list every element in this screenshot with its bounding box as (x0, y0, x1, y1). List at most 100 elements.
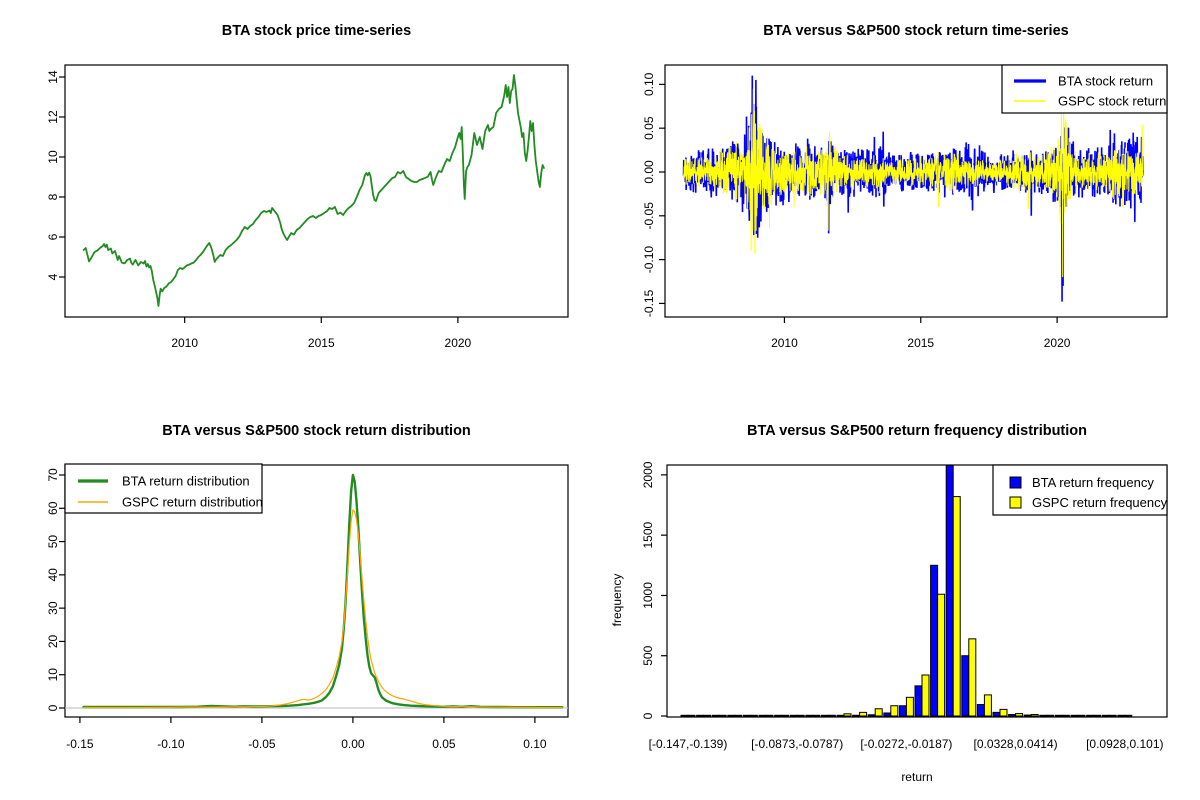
hist-bar-gspc (1061, 714, 1070, 717)
hist-bar-gspc (1030, 714, 1039, 717)
x-tick-label: 0.00 (341, 737, 365, 751)
y-tick-label: 4 (46, 273, 60, 280)
histogram-chart-title: BTA versus S&P500 return frequency distr… (746, 423, 1088, 439)
hist-bar-bta (742, 714, 751, 717)
hist-bar-gspc (968, 638, 977, 717)
y-tick-label: 2000 (641, 461, 655, 488)
y-tick-label: 6 (46, 233, 60, 240)
plot-box (666, 464, 1168, 718)
y-tick-label: 1500 (641, 521, 655, 548)
legend-box (64, 463, 263, 514)
hist-x-tick-label: [0.0328,0.0414) (974, 737, 1058, 751)
hist-bar-gspc (905, 696, 914, 717)
hist-bar-gspc (1124, 714, 1133, 717)
y-tick-label: 10 (46, 668, 60, 682)
x-tick-label: -0.05 (248, 737, 276, 751)
hist-bar-bta (1086, 714, 1095, 717)
density-series-gspc (82, 509, 563, 709)
hist-bar-bta (680, 714, 689, 717)
hist-bar-bta (711, 714, 720, 717)
hist-bar-gspc (827, 714, 836, 717)
x-tick-label: 2020 (445, 336, 472, 350)
legend-swatch (1009, 476, 1022, 489)
hist-bar-gspc (999, 708, 1008, 717)
hist-bar-gspc (749, 714, 758, 717)
y-tick-label: 0.10 (642, 72, 656, 96)
hist-bar-bta (1054, 714, 1063, 717)
hist-bar-bta (976, 704, 985, 717)
hist-bar-gspc (687, 714, 696, 717)
hist-bar-gspc (781, 714, 790, 717)
return-series-gspc (683, 88, 1144, 278)
x-tick-label: 0.10 (523, 737, 547, 751)
hist-bar-bta (898, 705, 907, 717)
hist-bar-bta (727, 714, 736, 717)
x-tick-label: 2010 (171, 336, 198, 350)
y-tick-label: 1000 (641, 582, 655, 609)
y-tick-label: 40 (46, 568, 60, 582)
plot-box (64, 464, 569, 718)
hist-bar-bta (1070, 714, 1079, 717)
y-tick-label: 70 (46, 468, 60, 482)
legend-box (992, 464, 1168, 516)
y-tick-label: 0 (641, 712, 655, 719)
hist-bar-bta (758, 714, 767, 717)
hist-x-tick-label: [-0.147,-0.139) (649, 737, 728, 751)
legend-label: GSPC return frequency (1032, 495, 1168, 510)
hist-bar-gspc (1015, 713, 1024, 717)
legend-label: GSPC stock return (1058, 94, 1166, 109)
hist-bar-gspc (921, 674, 930, 717)
legend-swatch (1009, 496, 1022, 509)
hist-bar-bta (820, 714, 829, 717)
hist-bar-bta (1023, 714, 1032, 717)
price-chart-title: BTA stock price time-series (221, 23, 412, 39)
hist-bar-gspc (890, 705, 899, 717)
hist-bar-gspc (765, 714, 774, 717)
returns-chart-title: BTA versus S&P500 stock return time-seri… (763, 23, 1069, 39)
hist-bar-bta (961, 655, 970, 717)
y-tick-label: 12 (46, 110, 60, 124)
x-tick-label: 2020 (1044, 336, 1071, 350)
x-tick-label: -0.10 (157, 737, 185, 751)
hist-bar-bta (867, 714, 876, 717)
y-tick-label: -0.05 (642, 202, 656, 230)
hist-x-tick-label: [0.0928,0.101) (1086, 737, 1163, 751)
hist-bar-gspc (812, 714, 821, 717)
hist-bar-bta (836, 714, 845, 717)
y-tick-label: 0.00 (642, 160, 656, 184)
x-axis-label: return (901, 770, 932, 784)
hist-bar-gspc (1077, 714, 1086, 717)
hist-bar-bta (883, 712, 892, 717)
hist-bar-bta (1101, 714, 1110, 717)
legend-box (1001, 64, 1168, 114)
hist-bar-gspc (734, 714, 743, 717)
hist-bar-gspc (718, 714, 727, 717)
price-panel: 4 6 8 10 12 14 2010 2015 2020 (46, 64, 569, 350)
hist-bar-gspc (937, 593, 946, 717)
hist-bar-gspc (1046, 714, 1055, 717)
hist-bar-gspc (983, 694, 992, 717)
x-tick-label: 2015 (308, 336, 335, 350)
x-tick-label: 0.05 (432, 737, 456, 751)
hist-bar-bta (696, 714, 705, 717)
hist-bar-bta (852, 714, 861, 717)
y-tick-label: 50 (46, 535, 60, 549)
hist-bar-bta (789, 714, 798, 717)
hist-bar-bta (1117, 714, 1126, 717)
legend-label: BTA return frequency (1032, 475, 1154, 490)
plot-box (64, 64, 569, 318)
hist-bar-gspc (796, 714, 805, 717)
hist-bar-bta (1039, 714, 1048, 717)
hist-x-tick-label: [-0.0873,-0.0787) (751, 737, 843, 751)
y-tick-label: 0.05 (642, 116, 656, 140)
x-tick-label: -0.15 (66, 737, 94, 751)
y-tick-label: -0.10 (642, 246, 656, 274)
legend-label: BTA stock return (1058, 74, 1153, 89)
hist-x-tick-label: [-0.0272,-0.0187) (860, 737, 952, 751)
x-tick-label: 2010 (771, 336, 798, 350)
density-chart-title: BTA versus S&P500 stock return distribut… (162, 423, 471, 439)
y-tick-label: 500 (641, 645, 655, 665)
y-tick-label: 10 (46, 150, 60, 164)
